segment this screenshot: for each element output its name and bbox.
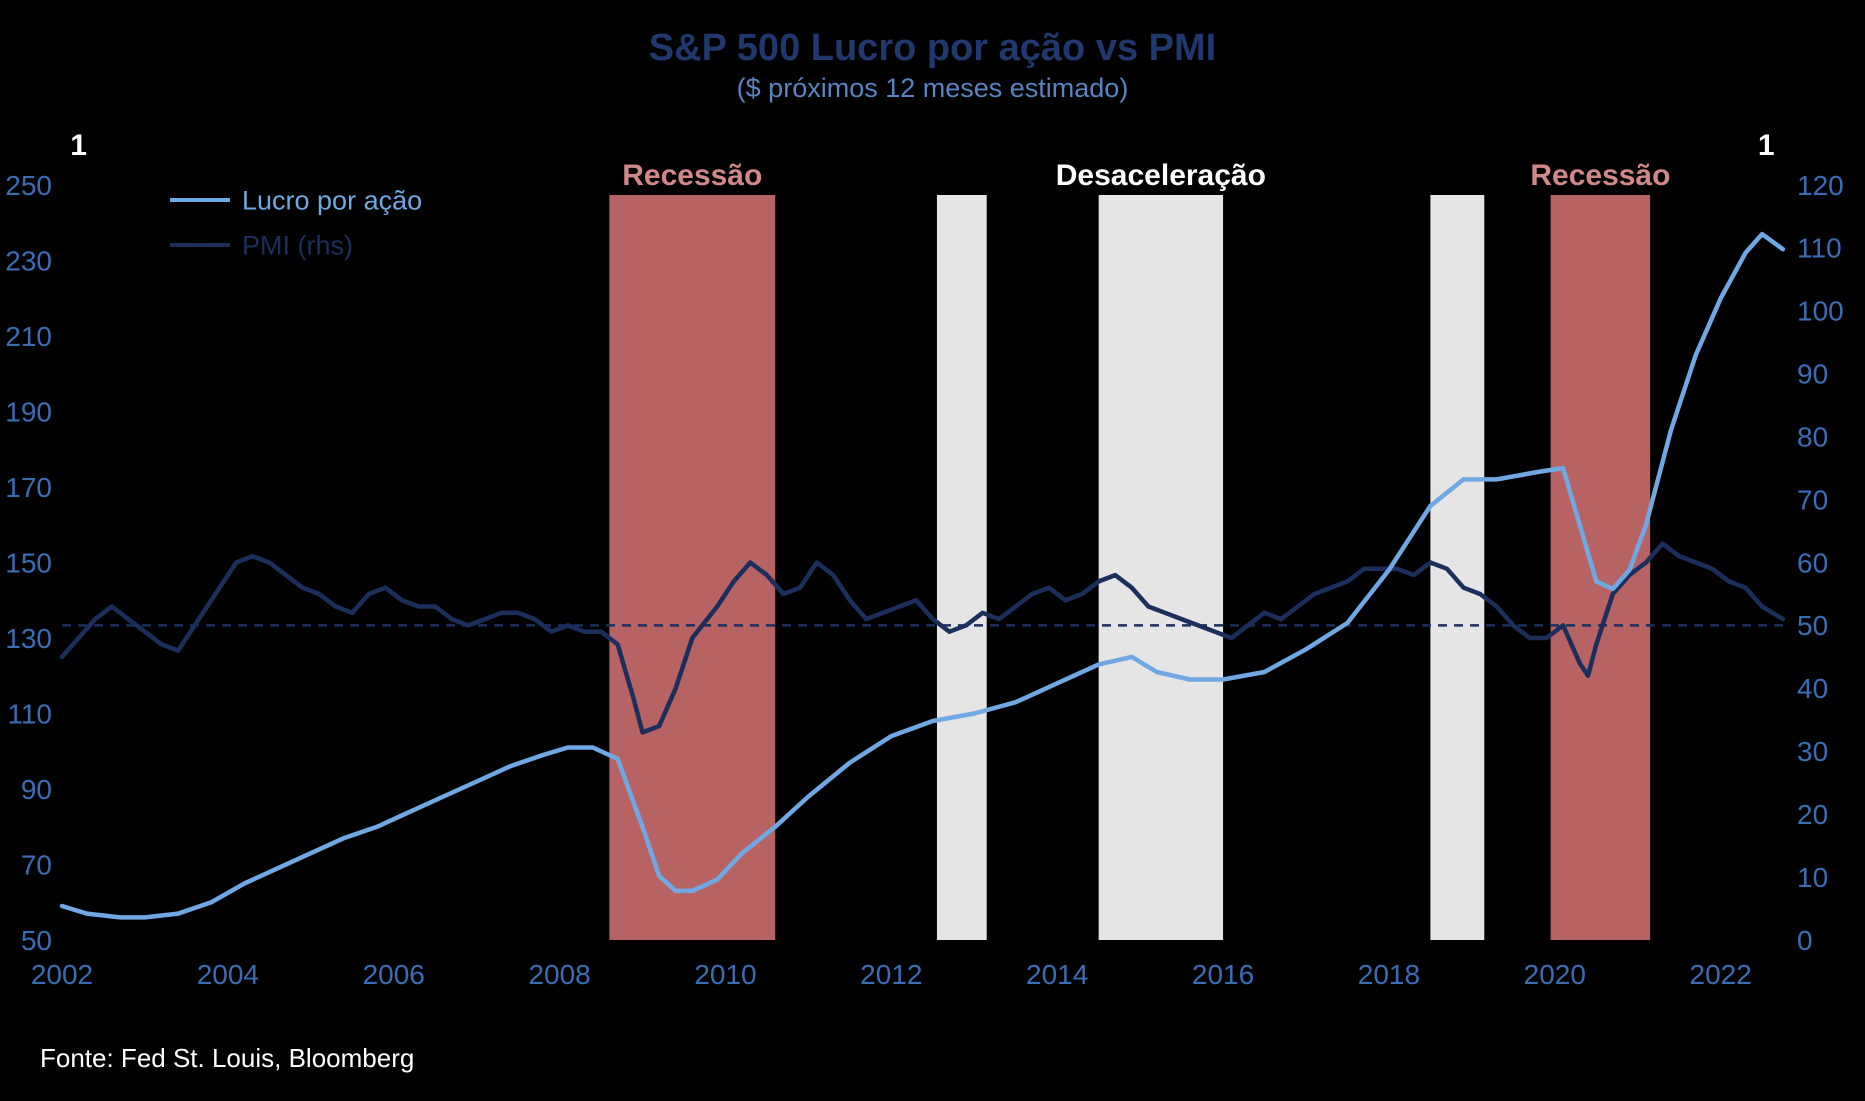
- slowdown-label: Desaceleração: [1056, 159, 1266, 192]
- y-left-tick: 90: [21, 774, 52, 805]
- y-right-tick: 80: [1797, 421, 1828, 452]
- y-right-tick: 30: [1797, 736, 1828, 767]
- slowdown-band: [937, 195, 987, 940]
- x-tick: 2016: [1192, 959, 1254, 990]
- y-left-tick: 150: [5, 547, 52, 578]
- y-right-tick: 90: [1797, 359, 1828, 390]
- y-left-tick: 190: [5, 396, 52, 427]
- y-left-tick: 230: [5, 245, 52, 276]
- legend-label-eps: Lucro por ação: [242, 185, 422, 215]
- y-right-tick: 50: [1797, 610, 1828, 641]
- y-left-tick: 70: [21, 849, 52, 880]
- y-right-tick: 10: [1797, 862, 1828, 893]
- y-right-tick: 40: [1797, 673, 1828, 704]
- y-left-tick: 170: [5, 472, 52, 503]
- x-tick: 2010: [694, 959, 756, 990]
- source-text: Fonte: Fed St. Louis, Bloomberg: [40, 1043, 414, 1073]
- y-right-tick: 60: [1797, 547, 1828, 578]
- y-left-tick: 250: [5, 170, 52, 201]
- corner-marker-right: 1: [1758, 129, 1775, 162]
- chart-svg: S&P 500 Lucro por ação vs PMI ($ próximos…: [0, 0, 1865, 1101]
- legend-label-pmi: PMI (rhs): [242, 230, 353, 260]
- chart-title: S&P 500 Lucro por ação vs PMI: [649, 27, 1216, 69]
- x-tick: 2022: [1690, 959, 1752, 990]
- recession-label: Recessão: [622, 159, 762, 192]
- slowdown-band: [1099, 195, 1223, 940]
- x-tick: 2020: [1524, 959, 1586, 990]
- y-left-tick: 110: [7, 698, 52, 729]
- x-tick: 2008: [528, 959, 590, 990]
- y-left-tick: 130: [5, 623, 52, 654]
- y-right-tick: 100: [1797, 296, 1844, 327]
- recession-band: [1551, 195, 1651, 940]
- x-tick: 2018: [1358, 959, 1420, 990]
- x-tick: 2012: [860, 959, 922, 990]
- y-right-tick: 20: [1797, 799, 1828, 830]
- x-tick: 2006: [363, 959, 425, 990]
- recession-label: Recessão: [1530, 159, 1670, 192]
- x-tick: 2014: [1026, 959, 1088, 990]
- y-left-tick: 210: [5, 321, 52, 352]
- y-left-tick: 50: [21, 925, 52, 956]
- y-right-tick: 120: [1797, 170, 1844, 201]
- x-tick: 2002: [31, 959, 93, 990]
- y-right-tick: 70: [1797, 484, 1828, 515]
- x-tick: 2004: [197, 959, 259, 990]
- y-right-tick: 0: [1797, 925, 1813, 956]
- corner-marker-left: 1: [70, 129, 87, 162]
- chart-container: S&P 500 Lucro por ação vs PMI ($ próximos…: [0, 0, 1865, 1101]
- y-right-tick: 110: [1797, 233, 1842, 264]
- chart-subtitle: ($ próximos 12 meses estimado): [737, 73, 1129, 103]
- recession-band: [609, 195, 775, 940]
